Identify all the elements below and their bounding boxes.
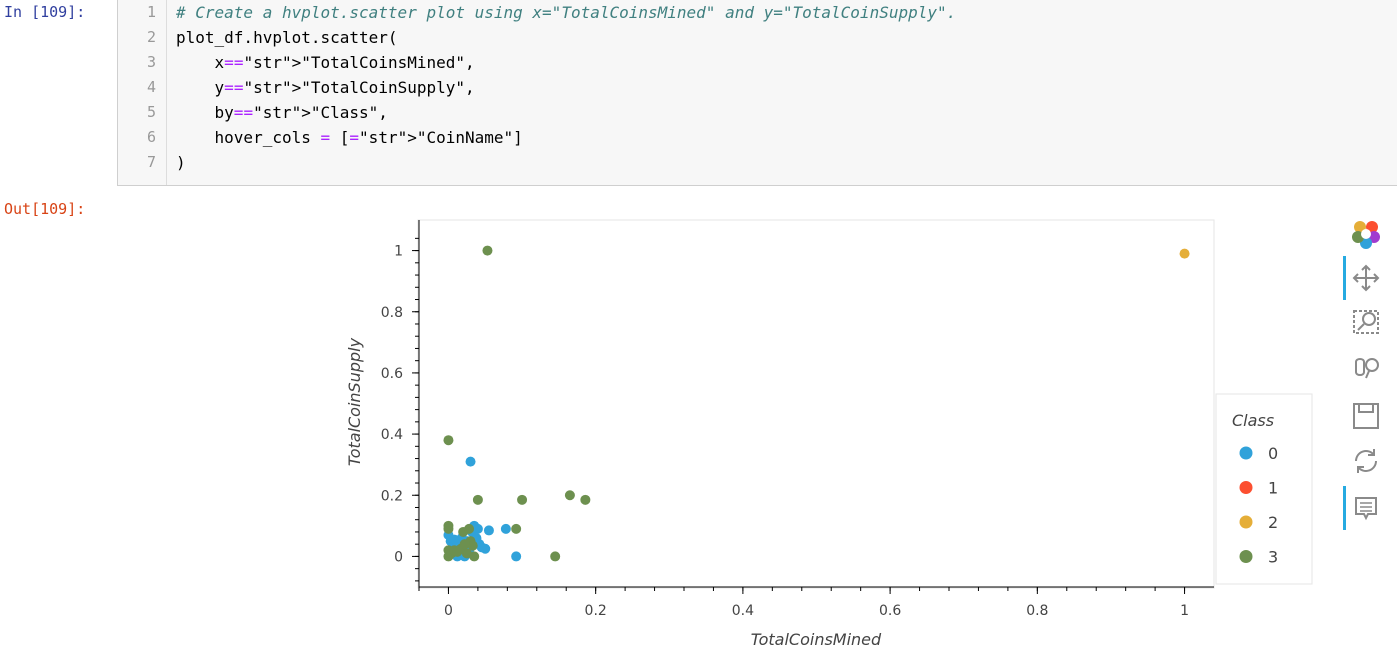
- x-tick-label: 0.4: [732, 603, 754, 619]
- y-tick-label: 0.2: [381, 488, 403, 504]
- line-number-gutter: [118, 0, 167, 185]
- output-prompt: Out[109]:: [4, 200, 86, 218]
- line-number: 5: [146, 103, 156, 121]
- code-line[interactable]: 5 by=="str">"Class",: [118, 100, 1388, 125]
- y-tick-label: 1: [394, 244, 403, 260]
- input-prompt: In [109]:: [4, 3, 86, 21]
- x-tick-label: 0.2: [585, 603, 607, 619]
- y-tick-label: 0.8: [381, 305, 403, 321]
- code-line[interactable]: 1 # Create a hvplot.scatter plot using x=…: [118, 0, 1388, 25]
- legend-label: 1: [1268, 479, 1278, 498]
- point-class-3: [580, 494, 591, 505]
- active-tool-indicator: [1343, 256, 1346, 300]
- line-number: 6: [146, 128, 156, 146]
- point-class-0: [465, 456, 476, 467]
- save-icon[interactable]: [1350, 400, 1382, 432]
- code-text: by=="str">"Class",: [176, 103, 388, 122]
- hover-icon[interactable]: [1350, 492, 1382, 524]
- line-number: 7: [146, 153, 156, 171]
- point-class-2: [1179, 248, 1190, 259]
- point-class-3: [469, 551, 480, 562]
- y-tick-label: 0.6: [381, 366, 403, 382]
- legend: Class 0 1 2 3: [1215, 393, 1313, 585]
- legend-label: 3: [1268, 548, 1278, 567]
- legend-marker-2: [1239, 515, 1253, 529]
- point-class-0: [483, 525, 494, 536]
- legend-marker-3: [1239, 550, 1253, 563]
- line-number: 4: [146, 78, 156, 96]
- point-class-3: [482, 245, 493, 256]
- box-zoom-icon[interactable]: [1350, 305, 1382, 337]
- code-text: plot_df.hvplot.scatter(: [176, 28, 398, 47]
- line-number: 2: [146, 28, 156, 46]
- point-class-0: [480, 543, 491, 554]
- code-line[interactable]: 7): [118, 150, 1388, 175]
- x-tick-label: 0.6: [879, 603, 901, 619]
- point-class-0: [472, 523, 483, 534]
- legend-label: 0: [1268, 444, 1278, 463]
- point-class-3: [550, 551, 561, 562]
- point-class-3: [443, 523, 454, 534]
- y-tick-label: 0: [394, 549, 403, 565]
- x-axis-label: TotalCoinsMined: [751, 630, 882, 649]
- code-text: hover_cols = [="str">"CoinName"]: [176, 128, 523, 147]
- line-number: 3: [146, 53, 156, 71]
- legend-label: 2: [1268, 513, 1278, 532]
- bokeh-logo-icon[interactable]: [1350, 217, 1382, 249]
- pan-icon[interactable]: [1350, 262, 1382, 294]
- reset-icon[interactable]: [1350, 445, 1382, 477]
- y-tick-label: 0.4: [381, 427, 403, 443]
- code-line[interactable]: 6 hover_cols = [="str">"CoinName"]: [118, 125, 1388, 150]
- point-class-3: [517, 494, 528, 505]
- x-tick-label: 0.8: [1026, 603, 1048, 619]
- code-line[interactable]: 2 plot_df.hvplot.scatter(: [118, 25, 1388, 50]
- point-class-0: [511, 551, 522, 562]
- point-class-3: [464, 523, 475, 534]
- active-inspector-indicator: [1343, 486, 1346, 530]
- point-class-3: [511, 523, 522, 534]
- point-class-0: [500, 523, 511, 534]
- point-class-3: [564, 490, 575, 501]
- legend-title: Class: [1232, 411, 1274, 430]
- plot-frame: [417, 219, 1215, 589]
- code-line[interactable]: 4 y=="str">"TotalCoinSupply",: [118, 75, 1388, 100]
- code-text: y=="str">"TotalCoinSupply",: [176, 78, 475, 97]
- x-tick-label: 1: [1180, 603, 1189, 619]
- point-class-3: [459, 539, 470, 550]
- point-class-3: [467, 540, 478, 551]
- legend-box: [1215, 393, 1313, 585]
- code-cell[interactable]: 1 # Create a hvplot.scatter plot using x=…: [117, 0, 1397, 186]
- code-text: x=="str">"TotalCoinsMined",: [176, 53, 475, 72]
- point-class-3: [443, 435, 454, 446]
- code-text: ): [176, 153, 186, 172]
- legend-marker-1: [1239, 481, 1253, 494]
- code-text: # Create a hvplot.scatter plot using x="…: [176, 3, 957, 22]
- line-number: 1: [146, 3, 156, 21]
- code-line[interactable]: 3 x=="str">"TotalCoinsMined",: [118, 50, 1388, 75]
- y-axis-label: TotalCoinSupply: [345, 337, 364, 466]
- legend-marker-0: [1239, 446, 1253, 460]
- point-class-3: [472, 494, 483, 505]
- x-tick-label: 0: [444, 603, 453, 619]
- wheel-zoom-icon[interactable]: [1350, 352, 1382, 384]
